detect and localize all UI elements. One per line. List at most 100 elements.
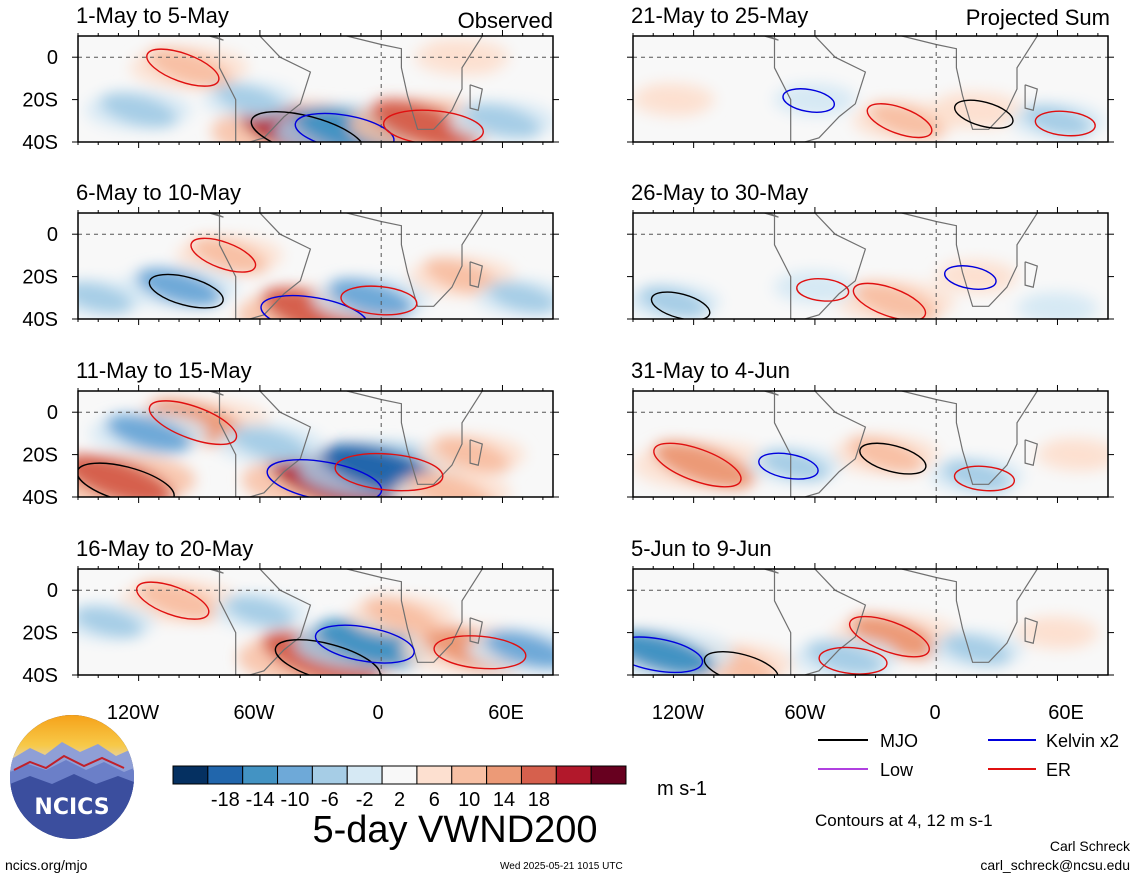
anomaly-core <box>1027 617 1088 648</box>
contour-line <box>146 48 220 87</box>
y-tick-label: 40S <box>22 487 58 509</box>
anomaly-core <box>261 287 380 319</box>
contour-line <box>818 646 888 675</box>
panel-title: 6-May to 10-May <box>76 180 241 205</box>
anomaly-core <box>760 449 829 482</box>
coastlines <box>179 569 484 675</box>
colorbar-tick-label: -14 <box>246 789 275 811</box>
contour-line <box>1034 110 1096 137</box>
coastline <box>734 213 779 218</box>
map-panel: 1-May to 5-May 0 20S 40S <box>22 3 559 154</box>
colorbar-swatch <box>207 765 244 785</box>
legend-label: MJO <box>880 731 918 751</box>
colorbar-swatch <box>346 765 383 785</box>
panel-title: 16-May to 20-May <box>76 536 253 561</box>
coastline <box>773 36 867 142</box>
coastline <box>1024 261 1038 288</box>
anomaly-core <box>106 414 192 453</box>
anomaly-core <box>643 84 703 115</box>
anomaly-core <box>225 595 295 628</box>
anomaly-core <box>653 441 755 490</box>
legend: MJO Kelvin x2 Low ER <box>818 731 1119 780</box>
anomaly-core <box>231 426 309 462</box>
y-tick-label: 20S <box>22 267 58 289</box>
anomaly-field <box>633 613 1100 675</box>
x-tick-label: 60E <box>1048 702 1084 724</box>
anomaly-core <box>1027 294 1088 319</box>
wave-contours <box>653 442 1016 492</box>
x-axis-labels-left: 120W 60W 0 60E <box>107 702 524 724</box>
coastline <box>1024 439 1038 466</box>
coastline <box>179 213 224 218</box>
panel-title: 11-May to 15-May <box>76 358 252 383</box>
anomaly-core <box>78 606 143 638</box>
coastline <box>218 569 312 675</box>
coastline <box>346 569 484 663</box>
anomaly-field <box>633 434 1108 495</box>
contour-note: Contours at 4, 12 m s-1 <box>815 811 993 830</box>
anomaly-core <box>78 454 174 497</box>
contour-line <box>943 265 997 290</box>
contour-line <box>136 581 210 620</box>
column-header-projected: Projected Sum <box>966 5 1110 30</box>
contour-line <box>314 624 415 664</box>
legend-item-low: Low <box>818 760 914 780</box>
colorbar-swatch <box>381 765 418 785</box>
contour-line <box>650 291 711 319</box>
panel-frame <box>632 212 1109 320</box>
contour-line <box>433 635 527 670</box>
coastline <box>734 36 779 41</box>
y-tick-label: 0 <box>47 47 58 69</box>
anomaly-core <box>136 268 222 307</box>
coastline <box>469 261 483 288</box>
colorbar-tick-label: 10 <box>458 789 480 811</box>
coastline <box>901 213 1039 307</box>
colorbar-swatch <box>172 765 209 785</box>
colorbar-swatch <box>520 765 557 785</box>
colorbar-swatch <box>451 765 488 785</box>
footer-email: carl_schreck@ncsu.edu <box>980 857 1130 873</box>
ncics-logo: NCICS <box>10 715 134 839</box>
y-tick-label: 40S <box>22 665 58 687</box>
anomaly-core <box>849 614 943 660</box>
coastlines <box>734 36 1039 142</box>
colorbar-tick-label: -6 <box>321 789 339 811</box>
colorbar-tick-label: -2 <box>356 789 374 811</box>
colorbar-tick-label: 18 <box>528 789 550 811</box>
contour-line <box>340 285 418 316</box>
contour-line <box>382 109 484 142</box>
panel-grid: 1-May to 5-May 0 20S 40S 6-May to 10-May 0 20S… <box>22 3 1114 687</box>
anomaly-core <box>215 83 284 116</box>
panel-frame <box>77 35 554 143</box>
figure-title: 5-day VWND200 <box>312 809 597 851</box>
anomaly-field <box>78 235 553 319</box>
wave-contours <box>148 237 418 319</box>
units-label: m s-1 <box>657 778 707 800</box>
x-tick-label: 120W <box>652 702 704 724</box>
legend-label: Low <box>880 760 914 780</box>
anomaly-field <box>78 579 553 675</box>
panel-frame <box>77 212 554 320</box>
anomaly-core <box>784 85 845 114</box>
contour-line <box>653 442 742 488</box>
colorbar-swatch <box>242 765 279 785</box>
wave-contours <box>650 265 997 319</box>
coastline <box>179 569 224 574</box>
panel-frame <box>632 568 1109 676</box>
colorbar-tick-label: 2 <box>394 789 405 811</box>
x-tick-label: 120W <box>107 702 159 724</box>
anomaly-core <box>867 102 944 140</box>
panel-title: 21-May to 25-May <box>631 3 808 28</box>
wave-contours <box>136 581 527 675</box>
contour-line <box>294 112 395 142</box>
map-panel: 26-May to 30-May <box>627 180 1114 325</box>
x-axis-labels-right: 120W 60W 0 60E <box>652 702 1084 724</box>
panel-frame <box>77 390 554 498</box>
anomaly-core <box>409 472 495 497</box>
coastline <box>179 391 224 396</box>
colorbar-swatch <box>486 765 522 785</box>
anomaly-core <box>633 631 715 675</box>
coastlines <box>734 391 1039 497</box>
contour-line <box>250 110 365 142</box>
column-header-observed: Observed <box>458 8 553 33</box>
